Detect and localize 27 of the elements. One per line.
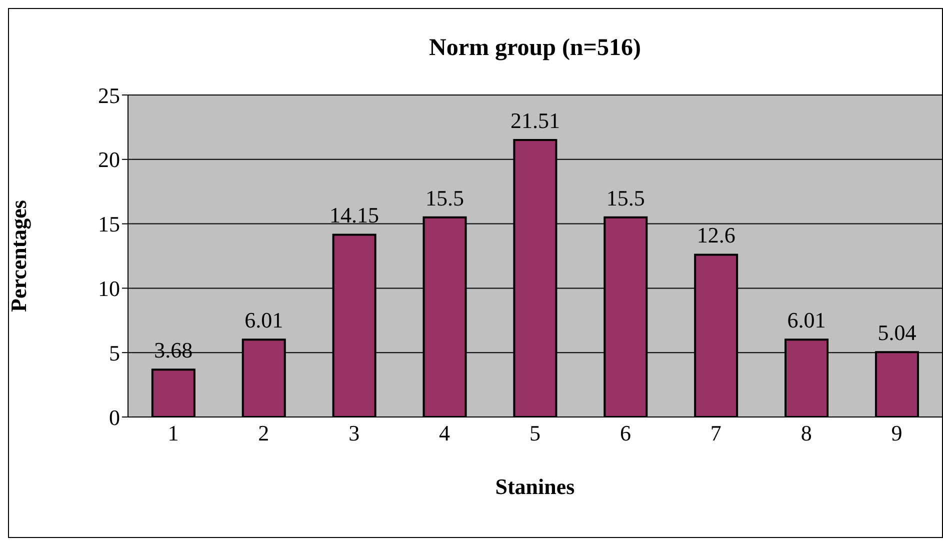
x-tick-label: 6 <box>620 420 631 446</box>
y-tick-label: 15 <box>98 212 120 237</box>
data-label: 21.51 <box>510 108 560 133</box>
data-label: 12.6 <box>696 222 736 248</box>
data-label: 15.5 <box>426 185 464 210</box>
data-label: 5.04 <box>878 320 916 346</box>
x-tick-label: 8 <box>800 420 812 446</box>
x-tick-label: 3 <box>348 420 360 446</box>
y-tick-label: 10 <box>98 276 120 302</box>
y-tick-label: 20 <box>98 147 120 172</box>
chart-title: Norm group (n=516) <box>428 35 642 62</box>
x-tick-label: 7 <box>710 420 722 446</box>
x-tick-label: 1 <box>168 420 179 446</box>
data-label: 15.5 <box>606 185 645 210</box>
y-tick-label: 5 <box>109 340 120 366</box>
y-tick-label: 25 <box>98 82 120 108</box>
x-tick-label: 9 <box>891 420 902 446</box>
x-tick-label: 5 <box>530 420 540 446</box>
data-label: 6.01 <box>244 308 284 333</box>
y-axis-title: Percentages <box>6 200 31 312</box>
data-label: 6.01 <box>787 308 826 333</box>
y-tick-label: 0 <box>109 404 120 430</box>
x-tick-label: 4 <box>439 420 450 446</box>
bar <box>151 368 196 417</box>
x-axis-title: Stanines <box>495 474 576 499</box>
x-tick-label: 2 <box>258 420 270 446</box>
data-label: 14.15 <box>330 202 380 228</box>
